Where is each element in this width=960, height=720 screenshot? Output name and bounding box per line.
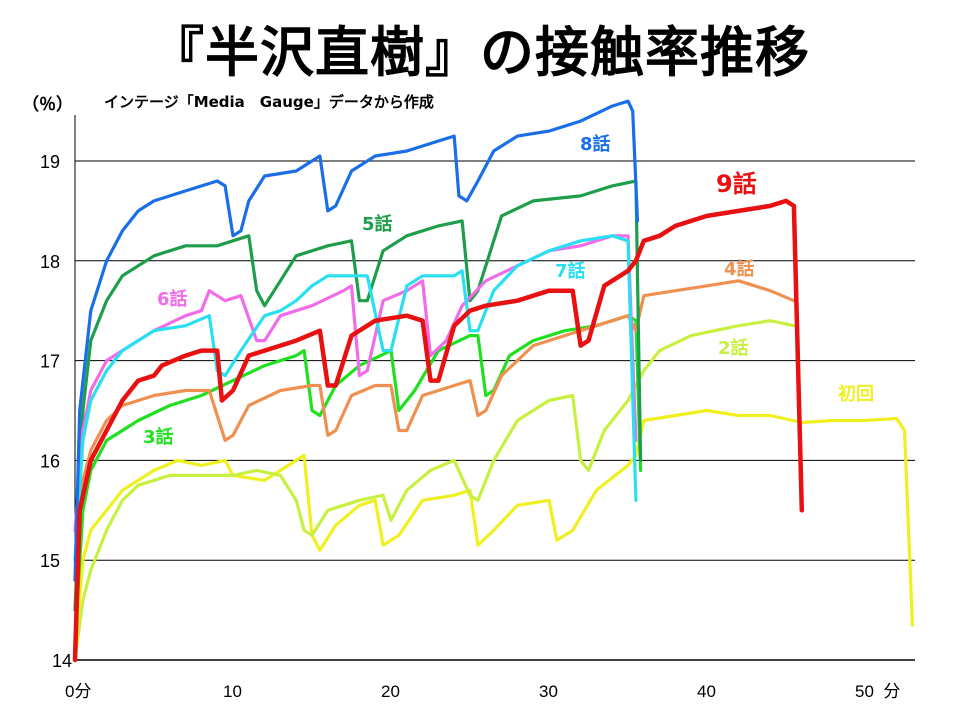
x-tick-label: 50 分 [855,682,900,701]
y-tick-label: 14 [52,651,72,671]
x-tick-label: 40 [697,682,716,701]
series-line-初回 [73,408,914,652]
y-axis-unit: （％） [22,95,73,115]
series-label: 8話 [580,133,611,155]
x-tick-label: 10 [223,682,242,701]
series-label: 7話 [555,260,586,282]
series-label: 2話 [718,337,749,359]
series-line-5話 [73,179,643,612]
series-label: 9話 [716,170,757,198]
y-tick-label: 18 [40,252,60,272]
x-tick-label: 0分 [65,682,91,701]
series-line-6話 [73,234,638,532]
y-tick-label: 19 [40,152,60,172]
x-tick-label: 20 [381,682,400,701]
series-line-8話 [73,99,640,582]
y-tick-label: 16 [40,451,60,471]
series-line-4話 [73,279,796,562]
chart-title: 『半沢直樹』の接触率推移 [150,21,810,84]
y-tick-label: 15 [40,551,60,571]
chart-subtitle: インテージ「Media Gauge」データから作成 [104,93,434,111]
series-line-2話 [73,319,796,662]
series-label: 初回 [838,383,874,405]
series-line-9話 [72,198,805,663]
x-tick-label: 30 [539,682,558,701]
series-line-3話 [73,314,643,642]
y-tick-label: 17 [40,352,60,372]
series-label: 5話 [362,213,393,235]
series-line-7話 [73,234,638,562]
series-label: 3話 [143,426,174,448]
series-label: 6話 [157,288,188,310]
series-label: 4話 [724,258,755,280]
